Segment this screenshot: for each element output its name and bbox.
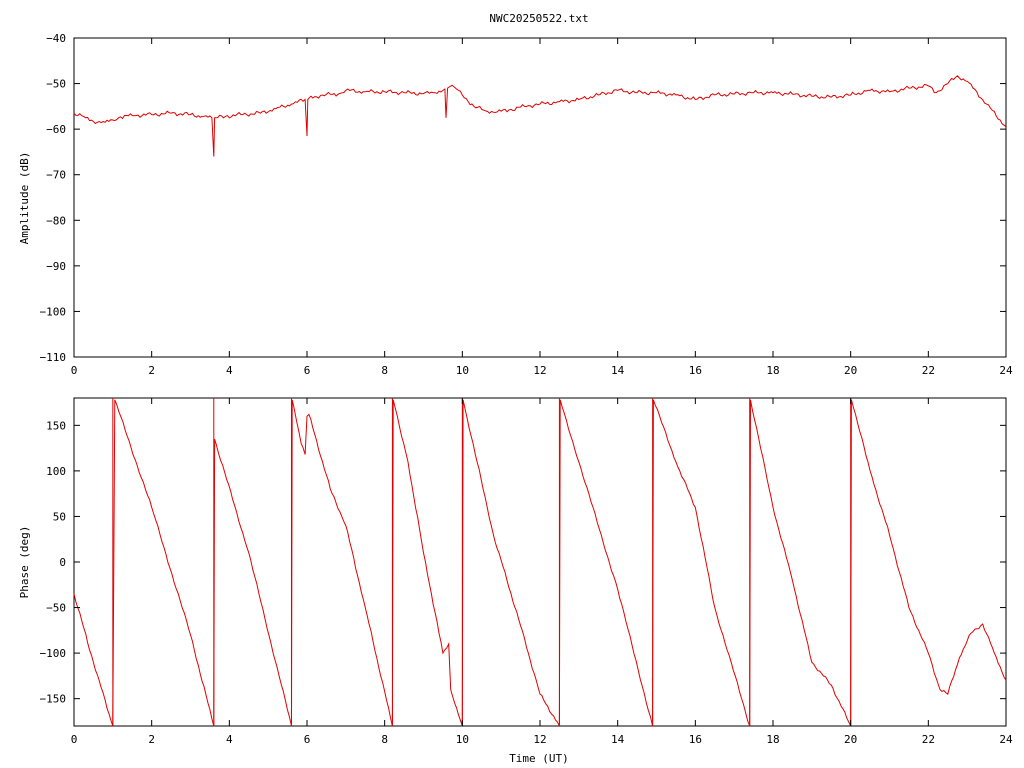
- phase-series-segment: [112, 399, 215, 727]
- phase-x-tick-label: 0: [71, 733, 78, 746]
- amplitude-x-tick-label: 2: [148, 364, 155, 377]
- phase-series-lines: [73, 399, 1007, 727]
- phase-x-tick-label: 2: [148, 733, 155, 746]
- amplitude-x-tick-label: 16: [689, 364, 702, 377]
- amplitude-series-line: [73, 75, 1007, 157]
- amplitude-y-tick-label: −70: [46, 169, 66, 182]
- phase-x-tick-label: 8: [381, 733, 388, 746]
- amplitude-y-tick-label: −40: [46, 32, 66, 45]
- chart-title: NWC20250522.txt: [489, 12, 588, 25]
- phase-x-tick-label: 4: [226, 733, 233, 746]
- phase-x-tick-label: 18: [766, 733, 779, 746]
- phase-y-tick-label: 100: [46, 465, 66, 478]
- amplitude-y-tick-label: −110: [40, 351, 67, 364]
- amplitude-x-tick-label: 20: [844, 364, 857, 377]
- amplitude-x-tick-label: 24: [999, 364, 1013, 377]
- phase-x-tick-label: 16: [689, 733, 702, 746]
- phase-series-segment: [749, 399, 852, 727]
- phase-x-tick-label: 22: [922, 733, 935, 746]
- phase-y-tick-label: −50: [46, 602, 66, 615]
- phase-y-tick-label: 0: [59, 556, 66, 569]
- amplitude-x-tick-label: 4: [226, 364, 233, 377]
- phase-y-tick-label: 50: [53, 510, 66, 523]
- phase-x-tick-label: 10: [456, 733, 469, 746]
- amplitude-x-tick-label: 18: [766, 364, 779, 377]
- phase-series-segment: [213, 438, 292, 727]
- amplitude-x-tick-label: 14: [611, 364, 625, 377]
- amplitude-y-tick-label: −100: [40, 305, 67, 318]
- amplitude-y-tick-label: −60: [46, 123, 66, 136]
- phase-x-tick-label: 6: [304, 733, 311, 746]
- phase-series-segment: [558, 399, 654, 727]
- phase-wrap-lines: [112, 398, 852, 726]
- phase-series-segment: [461, 399, 560, 727]
- phase-series-segment: [291, 399, 393, 727]
- phase-y-tick-label: −100: [40, 647, 67, 660]
- amplitude-x-tick-label: 10: [456, 364, 469, 377]
- amplitude-y-axis-label: Amplitude (dB): [18, 152, 31, 245]
- phase-chart: Phase (deg) Time (UT) 0 2 4 6 8 10 12 14 16 18 20 2…: [18, 397, 1013, 765]
- phase-y-tick-label: −150: [40, 693, 67, 706]
- amplitude-chart: Amplitude (dB) 0 2 4 6 8 10 12 14 16 18 20 22 24−110…: [18, 32, 1013, 377]
- phase-series-segment: [652, 399, 751, 727]
- amplitude-plot-frame: [73, 37, 1007, 358]
- phase-series-segment: [73, 593, 114, 727]
- amplitude-x-tick-label: 8: [381, 364, 388, 377]
- phase-x-axis-label: Time (UT): [509, 752, 569, 765]
- phase-x-tick-label: 24: [999, 733, 1013, 746]
- phase-y-tick-label: 150: [46, 419, 66, 432]
- amplitude-x-tick-label: 6: [304, 364, 311, 377]
- amplitude-x-tick-label: 12: [533, 364, 546, 377]
- phase-series-segment: [391, 399, 463, 727]
- amplitude-y-tick-label: −50: [46, 78, 66, 91]
- amplitude-y-tick-label: −80: [46, 214, 66, 227]
- amplitude-x-tick-label: 22: [922, 364, 935, 377]
- phase-x-tick-label: 20: [844, 733, 857, 746]
- phase-y-axis-label: Phase (deg): [18, 526, 31, 599]
- phase-x-tick-label: 12: [533, 733, 546, 746]
- amplitude-y-tick-label: −90: [46, 260, 66, 273]
- phase-x-tick-label: 14: [611, 733, 625, 746]
- amplitude-x-tick-label: 0: [71, 364, 78, 377]
- phase-series-segment: [850, 399, 1007, 727]
